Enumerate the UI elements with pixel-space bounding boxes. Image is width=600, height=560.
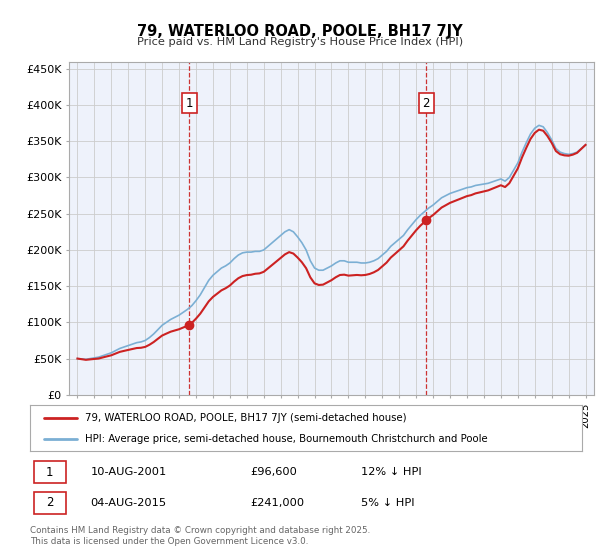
Text: 79, WATERLOO ROAD, POOLE, BH17 7JY (semi-detached house): 79, WATERLOO ROAD, POOLE, BH17 7JY (semi… bbox=[85, 413, 407, 423]
Text: Price paid vs. HM Land Registry's House Price Index (HPI): Price paid vs. HM Land Registry's House … bbox=[137, 37, 463, 47]
FancyBboxPatch shape bbox=[34, 461, 66, 483]
Text: 5% ↓ HPI: 5% ↓ HPI bbox=[361, 498, 415, 508]
Text: 1: 1 bbox=[185, 97, 193, 110]
Text: 2: 2 bbox=[422, 97, 430, 110]
Text: 12% ↓ HPI: 12% ↓ HPI bbox=[361, 467, 422, 477]
Text: Contains HM Land Registry data © Crown copyright and database right 2025.
This d: Contains HM Land Registry data © Crown c… bbox=[30, 526, 370, 546]
Text: HPI: Average price, semi-detached house, Bournemouth Christchurch and Poole: HPI: Average price, semi-detached house,… bbox=[85, 435, 488, 444]
Text: 10-AUG-2001: 10-AUG-2001 bbox=[91, 467, 167, 477]
Text: 1: 1 bbox=[46, 465, 53, 479]
Text: 79, WATERLOO ROAD, POOLE, BH17 7JY: 79, WATERLOO ROAD, POOLE, BH17 7JY bbox=[137, 24, 463, 39]
FancyBboxPatch shape bbox=[34, 492, 66, 514]
Text: 04-AUG-2015: 04-AUG-2015 bbox=[91, 498, 167, 508]
Text: 2: 2 bbox=[46, 496, 53, 509]
Text: £241,000: £241,000 bbox=[251, 498, 305, 508]
Text: £96,600: £96,600 bbox=[251, 467, 298, 477]
